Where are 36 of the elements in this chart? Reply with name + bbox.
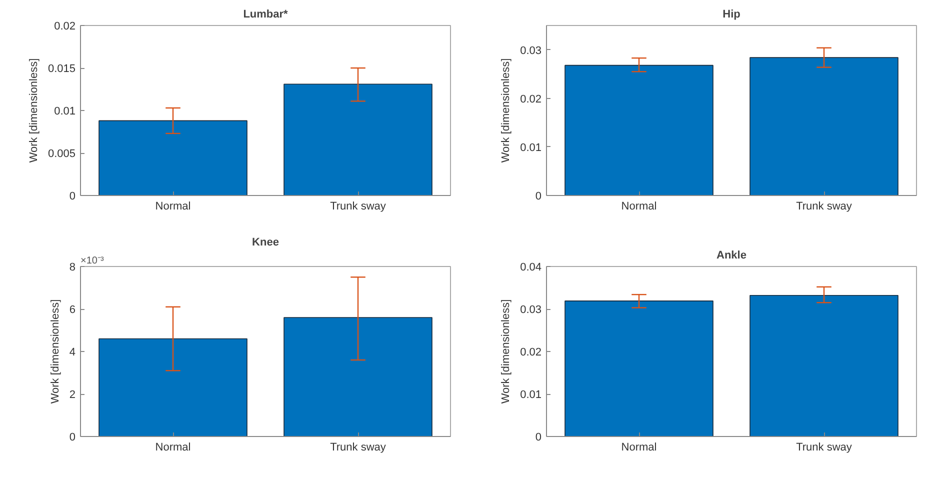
y-axis-title: Work [dimensionless] xyxy=(500,299,512,404)
x-tick-label: Trunk sway xyxy=(330,200,386,212)
y-tick-label: 8 xyxy=(69,262,76,274)
y-axis-title: Work [dimensionless] xyxy=(500,58,512,163)
chart-title: Knee xyxy=(252,236,279,248)
y-tick-label: 0.01 xyxy=(520,389,542,401)
y-tick-label: 0.005 xyxy=(48,148,76,160)
y-axis-title: Work [dimensionless] xyxy=(49,299,62,404)
y-tick-label: 0.02 xyxy=(54,20,76,32)
chart-title: Lumbar* xyxy=(243,8,289,20)
y-tick-label: 0.01 xyxy=(54,106,76,118)
y-tick-label: 0.02 xyxy=(520,346,542,358)
y-tick-label: 0 xyxy=(535,190,542,202)
y-tick-label: 0 xyxy=(69,432,76,444)
y-axis-title: Work [dimensionless] xyxy=(28,58,40,163)
text: ×10⁻³ xyxy=(80,256,104,266)
x-tick-label: Trunk sway xyxy=(796,442,852,454)
x-tick-label: Normal xyxy=(155,200,191,212)
y-tick-label: 0 xyxy=(535,432,542,444)
y-tick-label: 4 xyxy=(69,346,76,358)
chart-title: Ankle xyxy=(716,250,746,262)
x-tick-label: Normal xyxy=(621,200,657,212)
y-tick-label: 6 xyxy=(69,304,76,316)
y-tick-label: 0.03 xyxy=(520,44,542,57)
x-tick-label: Trunk sway xyxy=(330,442,386,454)
y-tick-label: 2 xyxy=(69,389,76,401)
x-tick-label: Trunk sway xyxy=(796,200,852,212)
y-tick-label: 0 xyxy=(69,190,76,202)
x-tick-label: Normal xyxy=(621,442,657,454)
x-tick-label: Normal xyxy=(155,442,191,454)
y-tick-label: 0.04 xyxy=(520,262,542,274)
y-tick-label: 0.015 xyxy=(48,63,76,75)
y-tick-label: 0.01 xyxy=(520,142,542,154)
y-tick-label: 0.02 xyxy=(520,93,542,106)
chart-title: Hip xyxy=(722,8,741,20)
y-tick-label: 0.03 xyxy=(520,304,542,316)
